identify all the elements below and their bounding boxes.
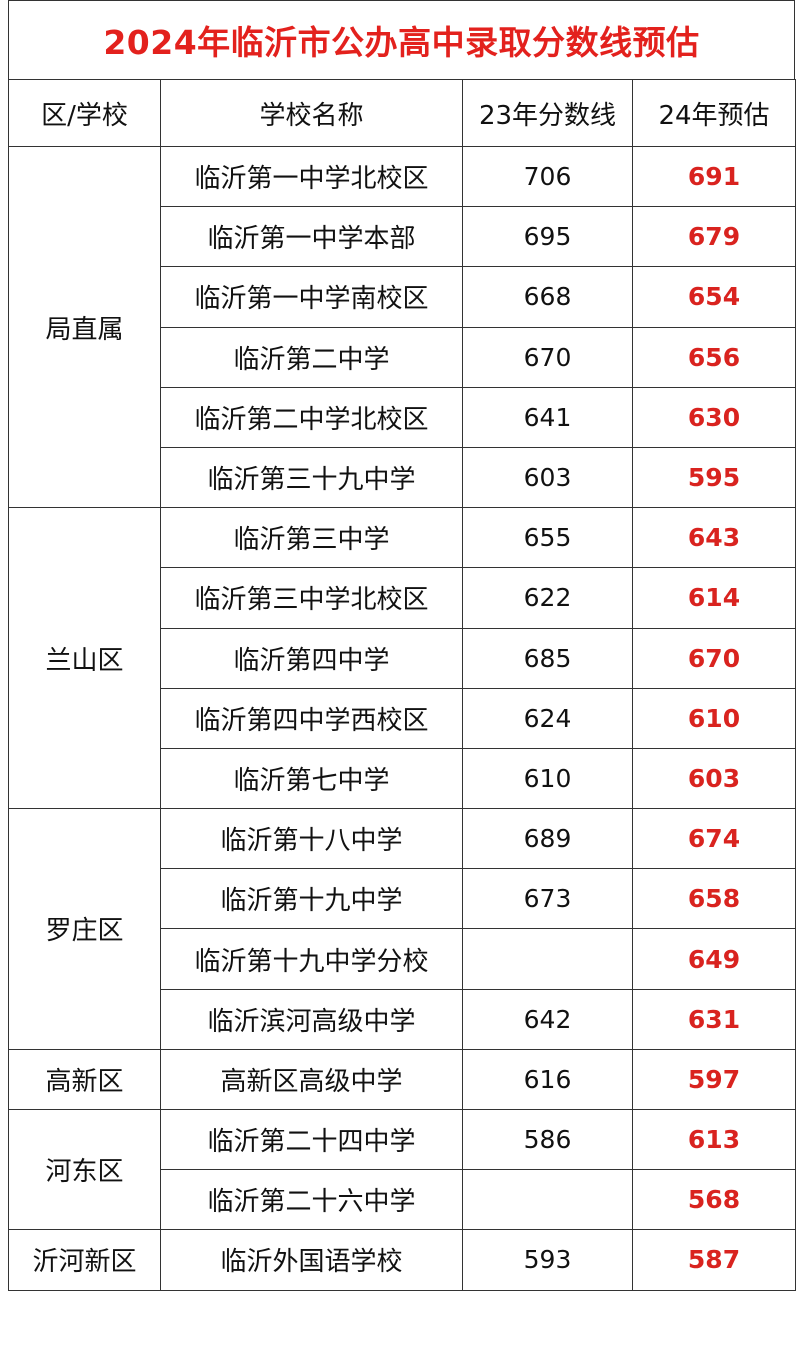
school-name-cell: 临沂外国语学校 (160, 1229, 463, 1291)
district-cell: 局直属 (8, 145, 161, 509)
score-2023-cell: 685 (462, 627, 633, 689)
school-name-cell: 临沂第十八中学 (160, 808, 463, 870)
school-name-cell: 临沂第二中学 (160, 326, 463, 388)
prediction-2024-cell: 631 (632, 988, 796, 1050)
prediction-2024-cell: 649 (632, 928, 796, 990)
page-title: 2024年临沂市公办高中录取分数线预估 (8, 0, 795, 79)
table-row: 临沂滨河高级中学 642 631 (9, 988, 796, 1050)
header-score23: 23年分数线 (462, 79, 633, 147)
prediction-2024-cell: 603 (632, 747, 796, 810)
score-2023-cell: 642 (462, 988, 633, 1050)
school-name-cell: 临沂第七中学 (160, 747, 463, 810)
table-row: 临沂第一中学本部 695 679 (9, 206, 796, 268)
header-district: 区/学校 (8, 79, 161, 147)
prediction-2024-cell: 658 (632, 868, 796, 930)
prediction-2024-cell: 674 (632, 808, 796, 870)
prediction-2024-cell: 613 (632, 1108, 796, 1171)
school-name-cell: 临沂第三十九中学 (160, 446, 463, 509)
school-name-cell: 临沂第二十四中学 (160, 1108, 463, 1171)
score-2023-cell (462, 1169, 633, 1231)
district-cell: 沂河新区 (8, 1229, 161, 1291)
table-row: 临沂第二中学北校区 641 630 (9, 386, 796, 448)
school-name-cell: 临沂第一中学北校区 (160, 145, 463, 208)
school-name-cell: 临沂第十九中学 (160, 868, 463, 930)
prediction-2024-cell: 654 (632, 266, 796, 328)
header-pred24: 24年预估 (632, 79, 796, 147)
school-name-cell: 临沂第四中学 (160, 627, 463, 689)
prediction-2024-cell: 630 (632, 386, 796, 448)
score-2023-cell: 586 (462, 1108, 633, 1171)
prediction-2024-cell: 610 (632, 687, 796, 749)
school-name-cell: 临沂第一中学本部 (160, 206, 463, 268)
prediction-2024-cell: 691 (632, 145, 796, 208)
table-row: 高新区 高新区高级中学 616 597 (8, 1048, 796, 1111)
prediction-2024-cell: 597 (632, 1048, 796, 1111)
table-row: 临沂第十九中学分校 649 (9, 928, 796, 990)
prediction-2024-cell: 643 (632, 507, 796, 569)
score-2023-cell: 624 (462, 687, 633, 749)
score-table-document: 2024年临沂市公办高中录取分数线预估 区/学校 学校名称 23年分数线 24年… (8, 0, 796, 1291)
district-cell: 河东区 (8, 1108, 161, 1231)
table-row: 临沂第三十九中学 603 595 (9, 446, 796, 509)
score-2023-cell: 616 (462, 1048, 633, 1111)
table-row: 临沂第四中学 685 670 (9, 627, 796, 689)
score-2023-cell: 670 (462, 326, 633, 388)
prediction-2024-cell: 614 (632, 567, 796, 629)
school-name-cell: 临沂第二十六中学 (160, 1169, 463, 1231)
table-row: 罗庄区 临沂第十八中学 689 674 (8, 808, 796, 1050)
table-row: 兰山区 临沂第三中学 655 643 (8, 507, 796, 810)
school-name-cell: 临沂第三中学北校区 (160, 567, 463, 629)
score-table: 区/学校 学校名称 23年分数线 24年预估 局直属 临沂第一中学北校区 706 69… (8, 79, 796, 1291)
school-name-cell: 高新区高级中学 (160, 1048, 463, 1111)
score-2023-cell: 655 (462, 507, 633, 569)
prediction-2024-cell: 670 (632, 627, 796, 689)
table-row: 局直属 临沂第一中学北校区 706 691 (8, 145, 796, 509)
school-name-cell: 临沂滨河高级中学 (160, 988, 463, 1050)
prediction-2024-cell: 568 (632, 1169, 796, 1231)
score-2023-cell: 622 (462, 567, 633, 629)
header-school: 学校名称 (160, 79, 463, 147)
score-2023-cell: 673 (462, 868, 633, 930)
school-name-cell: 临沂第三中学 (160, 507, 463, 569)
district-cell: 高新区 (8, 1048, 161, 1111)
school-name-cell: 临沂第一中学南校区 (160, 266, 463, 328)
score-2023-cell: 603 (462, 446, 633, 509)
header-row: 区/学校 学校名称 23年分数线 24年预估 (8, 79, 796, 147)
score-2023-cell: 593 (462, 1229, 633, 1291)
score-2023-cell: 610 (462, 747, 633, 810)
score-2023-cell: 668 (462, 266, 633, 328)
table-row: 临沂第二十六中学 568 (9, 1169, 796, 1231)
prediction-2024-cell: 679 (632, 206, 796, 268)
table-row: 临沂第四中学西校区 624 610 (9, 687, 796, 749)
score-2023-cell (462, 928, 633, 990)
school-name-cell: 临沂第十九中学分校 (160, 928, 463, 990)
prediction-2024-cell: 595 (632, 446, 796, 509)
table-row: 临沂第三中学北校区 622 614 (9, 567, 796, 629)
prediction-2024-cell: 587 (632, 1229, 796, 1291)
district-cell: 罗庄区 (8, 808, 161, 1050)
score-2023-cell: 641 (462, 386, 633, 448)
school-name-cell: 临沂第四中学西校区 (160, 687, 463, 749)
school-name-cell: 临沂第二中学北校区 (160, 386, 463, 448)
table-row: 临沂第七中学 610 603 (9, 747, 796, 810)
score-2023-cell: 695 (462, 206, 633, 268)
score-2023-cell: 689 (462, 808, 633, 870)
score-2023-cell: 706 (462, 145, 633, 208)
district-cell: 兰山区 (8, 507, 161, 810)
table-row: 沂河新区 临沂外国语学校 593 587 (8, 1229, 796, 1291)
prediction-2024-cell: 656 (632, 326, 796, 388)
table-row: 河东区 临沂第二十四中学 586 613 (8, 1108, 796, 1231)
